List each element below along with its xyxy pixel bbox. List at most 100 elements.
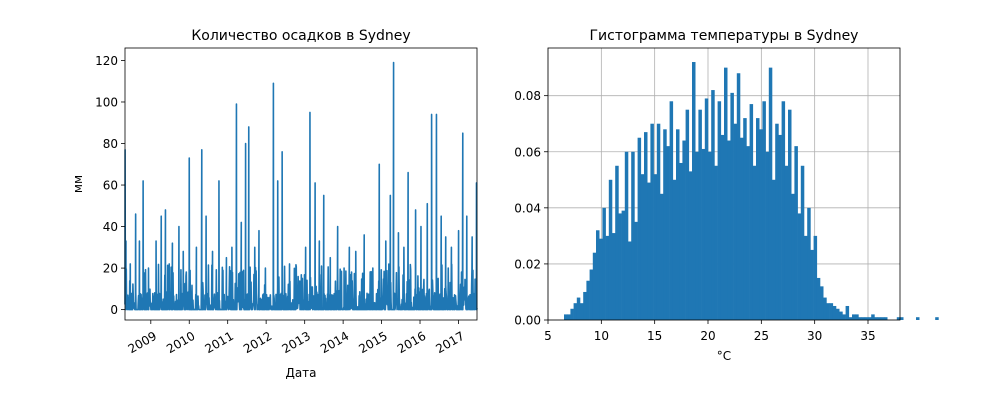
histogram-bar: [784, 165, 789, 320]
histogram-bar: [765, 151, 770, 320]
histogram-bar: [832, 305, 837, 320]
histogram-bar: [794, 146, 798, 320]
histogram-bar: [615, 165, 619, 320]
histogram-bar: [842, 314, 846, 320]
histogram-bar: [823, 297, 827, 320]
histogram-bar: [916, 317, 920, 320]
histogram-x-tick-label: 5: [544, 329, 552, 343]
histogram-bar: [788, 109, 792, 320]
histogram-bar: [676, 129, 680, 320]
histogram-bar: [570, 308, 574, 320]
histogram-bar: [759, 129, 763, 320]
histogram-bar: [605, 235, 610, 320]
histogram-bar: [701, 148, 706, 320]
histogram-x-ticks: 5 10 15 20 25 30 35: [544, 320, 876, 343]
histogram-bar: [640, 174, 645, 320]
histogram-bar: [672, 179, 677, 320]
histogram-bar: [599, 238, 603, 320]
histogram-bar: [736, 73, 741, 321]
histogram-bar: [704, 98, 709, 320]
histogram-bar: [685, 109, 690, 320]
histogram-bar: [663, 129, 667, 320]
histogram-bar: [839, 311, 843, 320]
histogram-bar: [762, 101, 766, 320]
histogram-bar: [650, 123, 654, 321]
histogram-bar: [567, 314, 571, 320]
histogram-bar: [730, 92, 734, 321]
histogram-bar: [714, 165, 718, 320]
histogram-bar: [852, 314, 856, 320]
histogram-title: Гистограмма температуры в Sydney: [590, 28, 859, 44]
histogram-bar: [717, 101, 722, 320]
histogram-bar: [608, 179, 613, 320]
histogram-bar: [692, 62, 696, 321]
histogram-bar: [564, 314, 568, 320]
histogram-y-tick-label: 0.06: [514, 145, 541, 159]
histogram-bar: [775, 123, 779, 321]
histogram-bar: [820, 286, 824, 320]
histogram-x-tick-label: 15: [647, 329, 662, 343]
histogram-bars: [564, 62, 939, 321]
histogram-bar: [637, 137, 642, 320]
histogram-bar: [807, 207, 811, 320]
histogram-bar: [621, 210, 626, 320]
rainfall-x-label: Дата: [285, 366, 316, 380]
histogram-bar: [829, 303, 834, 320]
histogram-bar: [781, 101, 786, 320]
rainfall-y-tick-label: 40: [103, 220, 118, 234]
histogram-bar: [871, 314, 875, 320]
histogram-bar: [772, 179, 776, 320]
histogram-bar: [896, 317, 901, 320]
histogram-bar: [576, 297, 581, 320]
histogram-bar: [810, 249, 814, 320]
histogram-bar: [826, 303, 830, 320]
histogram-bar: [647, 182, 651, 320]
histogram-bar: [656, 123, 661, 321]
histogram-bar: [804, 235, 808, 320]
histogram-bar: [618, 213, 622, 320]
histogram-bar: [797, 213, 802, 320]
histogram-bar: [720, 134, 725, 320]
histogram-x-tick-label: 25: [754, 329, 769, 343]
histogram-bar: [749, 104, 754, 320]
histogram-bar: [727, 140, 731, 320]
histogram-bar: [813, 235, 818, 320]
rainfall-y-label: мм: [71, 175, 85, 193]
histogram-bar: [874, 317, 878, 320]
histogram-bar: [666, 146, 670, 320]
rainfall-series: [124, 61, 478, 311]
histogram-bar: [679, 162, 683, 320]
histogram-bar: [669, 101, 674, 320]
histogram-bar: [695, 151, 699, 320]
histogram-bar: [628, 241, 632, 320]
histogram-bar: [612, 233, 616, 320]
histogram-bar: [848, 317, 853, 320]
histogram-bar: [586, 280, 590, 320]
histogram-bar: [836, 308, 840, 320]
histogram-bar: [624, 151, 629, 320]
histogram-bar: [864, 317, 869, 320]
histogram-bar: [724, 67, 728, 320]
temperature-histogram: Гистограмма температуры в Sydney 0.00 0.0…: [514, 28, 939, 363]
histogram-bar: [660, 193, 664, 320]
rainfall-y-tick-label: 0: [110, 303, 118, 317]
histogram-x-tick-label: 35: [860, 329, 875, 343]
histogram-bar: [589, 269, 594, 320]
histogram-y-ticks: 0.00 0.02 0.04 0.06 0.08: [514, 89, 548, 328]
histogram-bar: [778, 134, 782, 320]
rainfall-y-ticks: 0 20 40 60 80 100 120: [95, 54, 125, 317]
histogram-bar: [877, 317, 882, 320]
histogram-bar: [845, 305, 850, 320]
histogram-y-tick-label: 0.00: [514, 314, 541, 328]
histogram-bar: [816, 277, 821, 320]
histogram-bar: [708, 151, 712, 320]
histogram-bar: [880, 317, 885, 320]
rainfall-plot-frame: [124, 47, 478, 321]
histogram-bar: [868, 317, 872, 320]
histogram-bar: [592, 252, 597, 320]
histogram-x-label: °C: [717, 349, 731, 363]
histogram-y-tick-label: 0.04: [514, 201, 541, 215]
histogram-bar: [935, 317, 939, 320]
histogram-x-tick-label: 20: [700, 329, 715, 343]
